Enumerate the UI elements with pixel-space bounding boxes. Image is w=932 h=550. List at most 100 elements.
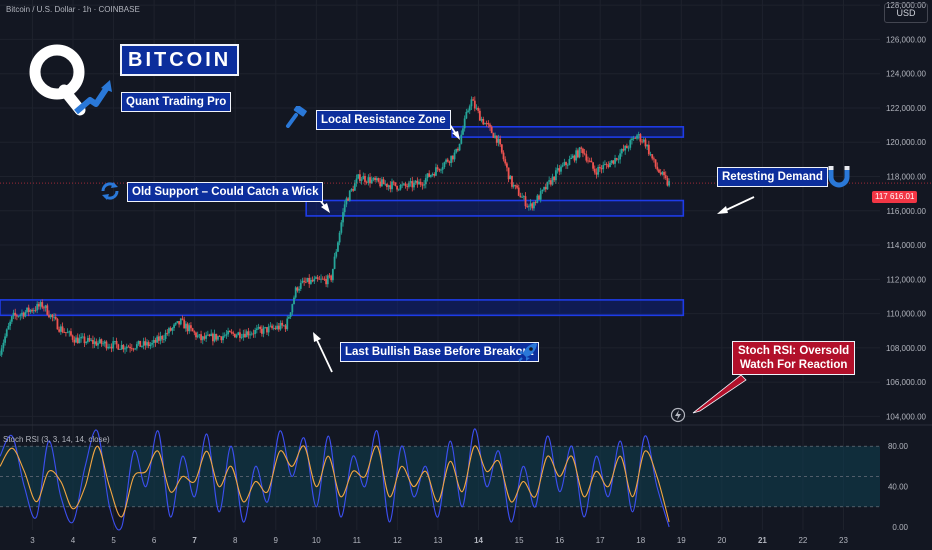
candle-body-184 [310, 279, 312, 284]
candle-body-151 [254, 329, 257, 334]
candle-body-226 [380, 179, 383, 187]
candle-body-360 [607, 164, 610, 168]
candle-body-394 [664, 175, 667, 179]
candle-body-51 [85, 342, 88, 344]
candle-body-121 [203, 336, 206, 339]
candle-body-218 [367, 177, 370, 183]
candle-body-384 [647, 144, 650, 155]
breakout-base-zone [0, 299, 685, 317]
candle-body-72 [120, 344, 123, 350]
time-tick-17: 17 [596, 536, 605, 545]
candle-body-363 [612, 160, 615, 164]
time-tick-12: 12 [393, 536, 402, 545]
candle-body-238 [401, 184, 404, 186]
candle-body-217 [365, 181, 368, 183]
candle-body-200 [337, 242, 339, 252]
candle-body-189 [318, 278, 321, 280]
candle-body-133 [223, 335, 226, 337]
candle-body-1 [0, 348, 3, 355]
candle-body-2 [2, 342, 5, 349]
candle-body-138 [232, 332, 235, 334]
candle-body-221 [372, 177, 375, 180]
candle-body-281 [473, 100, 476, 109]
candle-body-188 [316, 277, 319, 279]
candle-body-164 [276, 325, 279, 329]
candle-body-234 [394, 182, 397, 186]
candle-body-314 [529, 203, 532, 207]
candle-body-248 [418, 181, 420, 185]
candle-body-106 [178, 321, 181, 325]
candle-body-216 [364, 176, 366, 182]
stoch-tick-0: 80.00 [888, 442, 909, 451]
candle-body-311 [524, 196, 527, 207]
candle-body-16 [26, 307, 28, 312]
candle-body-297 [500, 144, 503, 153]
price-tick-7: 114,000.00 [887, 241, 927, 250]
candle-body-385 [649, 154, 652, 155]
candle-body-181 [304, 281, 307, 283]
local-resistance-zone [451, 126, 685, 138]
candle-body-186 [313, 278, 316, 282]
price-tick-2: 124,000.00 [886, 70, 927, 79]
stoch-alert-line2: Watch For Reaction [739, 359, 848, 371]
candle-body-242 [408, 182, 410, 187]
candle-body-7 [10, 316, 13, 322]
candle-body-174 [293, 297, 295, 305]
candle-body-142 [239, 332, 241, 338]
candle-body-17 [27, 307, 30, 313]
candle-body-370 [624, 145, 627, 151]
candle-body-141 [237, 332, 240, 336]
lightning-circle-icon[interactable] [670, 407, 686, 423]
candle-body-219 [369, 177, 371, 184]
candle-body-355 [598, 166, 601, 169]
candle-body-182 [306, 277, 309, 282]
candle-body-31 [51, 314, 54, 318]
candle-body-224 [377, 178, 380, 182]
candle-body-256 [431, 173, 434, 176]
candle-body-136 [228, 330, 231, 333]
price-tick-8: 112,000.00 [887, 275, 927, 284]
candle-body-36 [59, 326, 62, 332]
candle-body-10 [15, 315, 18, 317]
candle-body-373 [629, 140, 632, 148]
candle-body-178 [299, 282, 302, 289]
candle-body-37 [61, 326, 64, 333]
candle-body-61 [102, 343, 104, 345]
stoch-rsi-axis[interactable]: 80.00 40.00 0.00 [888, 442, 909, 532]
candle-body-328 [553, 176, 556, 181]
candle-body-60 [100, 339, 103, 344]
candle-body-99 [166, 332, 169, 334]
candle-body-376 [634, 137, 637, 139]
candle-body-134 [225, 334, 228, 336]
time-axis[interactable]: 3 4 5 6 7 8 9 10 11 12 13 14 15 16 17 18 19 20 21 22 23 [30, 536, 848, 545]
candle-body-21 [34, 310, 37, 311]
candle-body-391 [659, 172, 662, 175]
candle-body-310 [522, 196, 525, 198]
candle-body-280 [472, 99, 475, 101]
candle-body-229 [386, 183, 388, 187]
time-tick-7: 7 [192, 536, 197, 545]
candle-body-325 [548, 180, 551, 182]
price-axis[interactable]: 128,000.00 126,000.00 124,000.00 122,000.00… [886, 1, 927, 421]
candle-body-225 [379, 181, 382, 187]
candle-body-139 [233, 333, 236, 338]
candle-body-274 [462, 128, 464, 135]
candle-body-344 [580, 147, 583, 149]
candle-body-83 [139, 340, 142, 347]
time-tick-16: 16 [555, 536, 564, 545]
candle-body-352 [593, 168, 596, 173]
candle-body-369 [622, 149, 625, 151]
candle-body-29 [48, 314, 50, 318]
candle-body-158 [266, 327, 268, 333]
candle-body-104 [174, 322, 177, 325]
candle-body-176 [296, 287, 299, 291]
candle-body-330 [556, 168, 559, 171]
candle-body-206 [347, 198, 349, 201]
candle-body-254 [428, 173, 431, 177]
currency-button[interactable]: USD [884, 3, 928, 23]
candle-body-243 [409, 181, 412, 183]
candle-body-155 [261, 329, 263, 334]
candle-body-88 [147, 342, 150, 347]
time-tick-3: 3 [30, 536, 35, 545]
